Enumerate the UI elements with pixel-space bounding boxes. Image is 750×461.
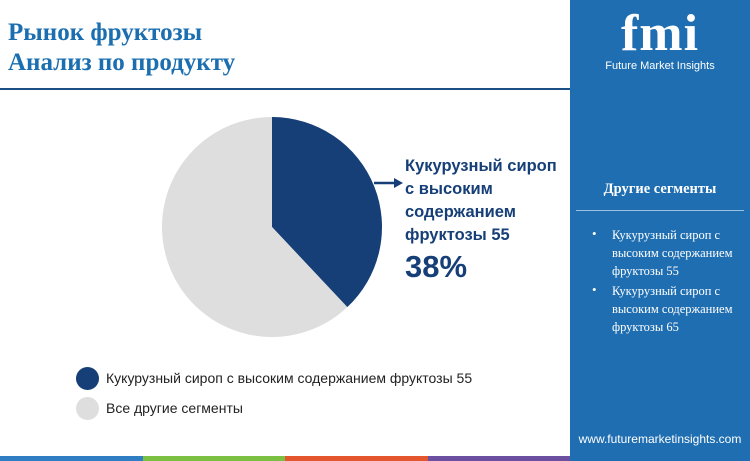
callout-label: Кукурузный сироп с высоким содержанием ф… xyxy=(405,157,557,244)
pie-slice-1 xyxy=(161,117,348,337)
sidebar-heading: Другие сегменты xyxy=(603,181,717,197)
sidebar-list: • Кукурузный сироп с высоким содержанием… xyxy=(584,226,736,338)
pie-slice-0 xyxy=(272,117,382,308)
sidebar-item: • Кукурузный сироп с высоким содержанием… xyxy=(584,226,736,280)
color-bar-segment xyxy=(285,456,428,461)
bullet-icon: • xyxy=(592,282,597,297)
logo-subtitle: Future Market Insights xyxy=(605,60,715,72)
sidebar-item: • Кукурузный сироп с высоким содержанием… xyxy=(584,282,736,336)
pie-callout: Кукурузный сироп с высоким содержанием ф… xyxy=(405,155,565,285)
color-bar-segment xyxy=(142,456,285,461)
legend-label: Кукурузный сироп с высоким содержанием ф… xyxy=(106,370,473,386)
sidebar: fmi Future Market Insights Другие сегмен… xyxy=(570,0,750,461)
pie-chart xyxy=(161,117,382,337)
sidebar-divider xyxy=(576,210,744,211)
website-url[interactable]: www.futuremarketinsights.com xyxy=(578,432,742,446)
fmi-logo: fmi Future Market Insights xyxy=(592,4,728,73)
legend-item: Все другие сегменты xyxy=(76,396,472,420)
title-divider xyxy=(0,88,570,90)
callout-value: 38% xyxy=(405,249,468,284)
color-bar-segment xyxy=(427,456,570,461)
title-line-2: Анализ по продукту xyxy=(8,49,236,76)
legend-swatch-icon xyxy=(76,366,99,390)
sidebar-item-label: Кукурузный сироп с высоким содержанием ф… xyxy=(612,228,733,278)
title-line-1: Рынок фруктозы xyxy=(8,19,203,46)
color-bar-segment xyxy=(0,456,143,461)
logo-mark: fmi xyxy=(620,5,700,62)
legend-swatch-icon xyxy=(76,396,99,420)
bullet-icon: • xyxy=(592,226,597,241)
callout-arrow-icon xyxy=(374,178,403,188)
bottom-color-bar xyxy=(0,456,570,461)
sidebar-item-label: Кукурузный сироп с высоким содержанием ф… xyxy=(612,284,733,334)
page-title: Рынок фруктозы Анализ по продукту xyxy=(8,18,235,78)
legend-label: Все другие сегменты xyxy=(106,400,243,416)
main-panel: Рынок фруктозы Анализ по продукту Кукуру… xyxy=(0,18,570,461)
legend: Кукурузный сироп с высоким содержанием ф… xyxy=(76,366,472,426)
legend-item: Кукурузный сироп с высоким содержанием ф… xyxy=(76,366,472,390)
